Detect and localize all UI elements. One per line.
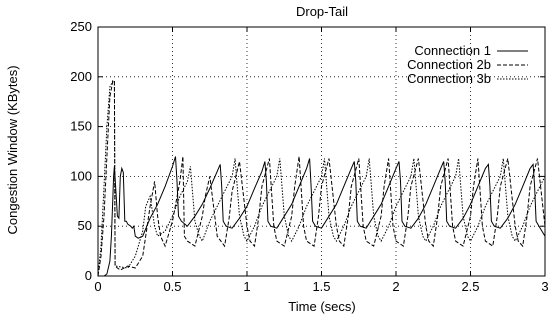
x-tick-label: 3 (541, 279, 548, 294)
x-axis-label: Time (secs) (288, 299, 355, 314)
chart-title: Drop-Tail (296, 4, 348, 19)
x-tick-label: 1 (243, 279, 250, 294)
x-tick-label: 0.5 (163, 279, 181, 294)
y-tick-label: 100 (70, 168, 92, 183)
series-line-2 (97, 80, 546, 277)
x-tick-label: 1.5 (312, 279, 330, 294)
grid (98, 27, 545, 276)
x-tick-label: 2 (392, 279, 399, 294)
x-tick-label: 2.5 (461, 279, 479, 294)
x-tick-label: 0 (94, 279, 101, 294)
legend-label-3: Connection 3b (407, 71, 491, 86)
legend-label-1: Connection 1 (414, 43, 491, 58)
y-tick-label: 200 (70, 69, 92, 84)
axis-ticks: 0 0.5 1 1.5 2 2.5 3 0 50 100 150 200 250 (70, 19, 548, 294)
y-axis-label: Congestion Window (KBytes) (5, 65, 20, 234)
series-line-3 (97, 80, 546, 277)
series-line-1 (98, 156, 546, 277)
series-layer (97, 80, 546, 277)
y-tick-label: 50 (78, 218, 92, 233)
legend-label-2: Connection 2b (407, 57, 491, 72)
y-tick-label: 150 (70, 119, 92, 134)
y-tick-label: 250 (70, 19, 92, 34)
y-tick-label: 0 (85, 268, 92, 283)
